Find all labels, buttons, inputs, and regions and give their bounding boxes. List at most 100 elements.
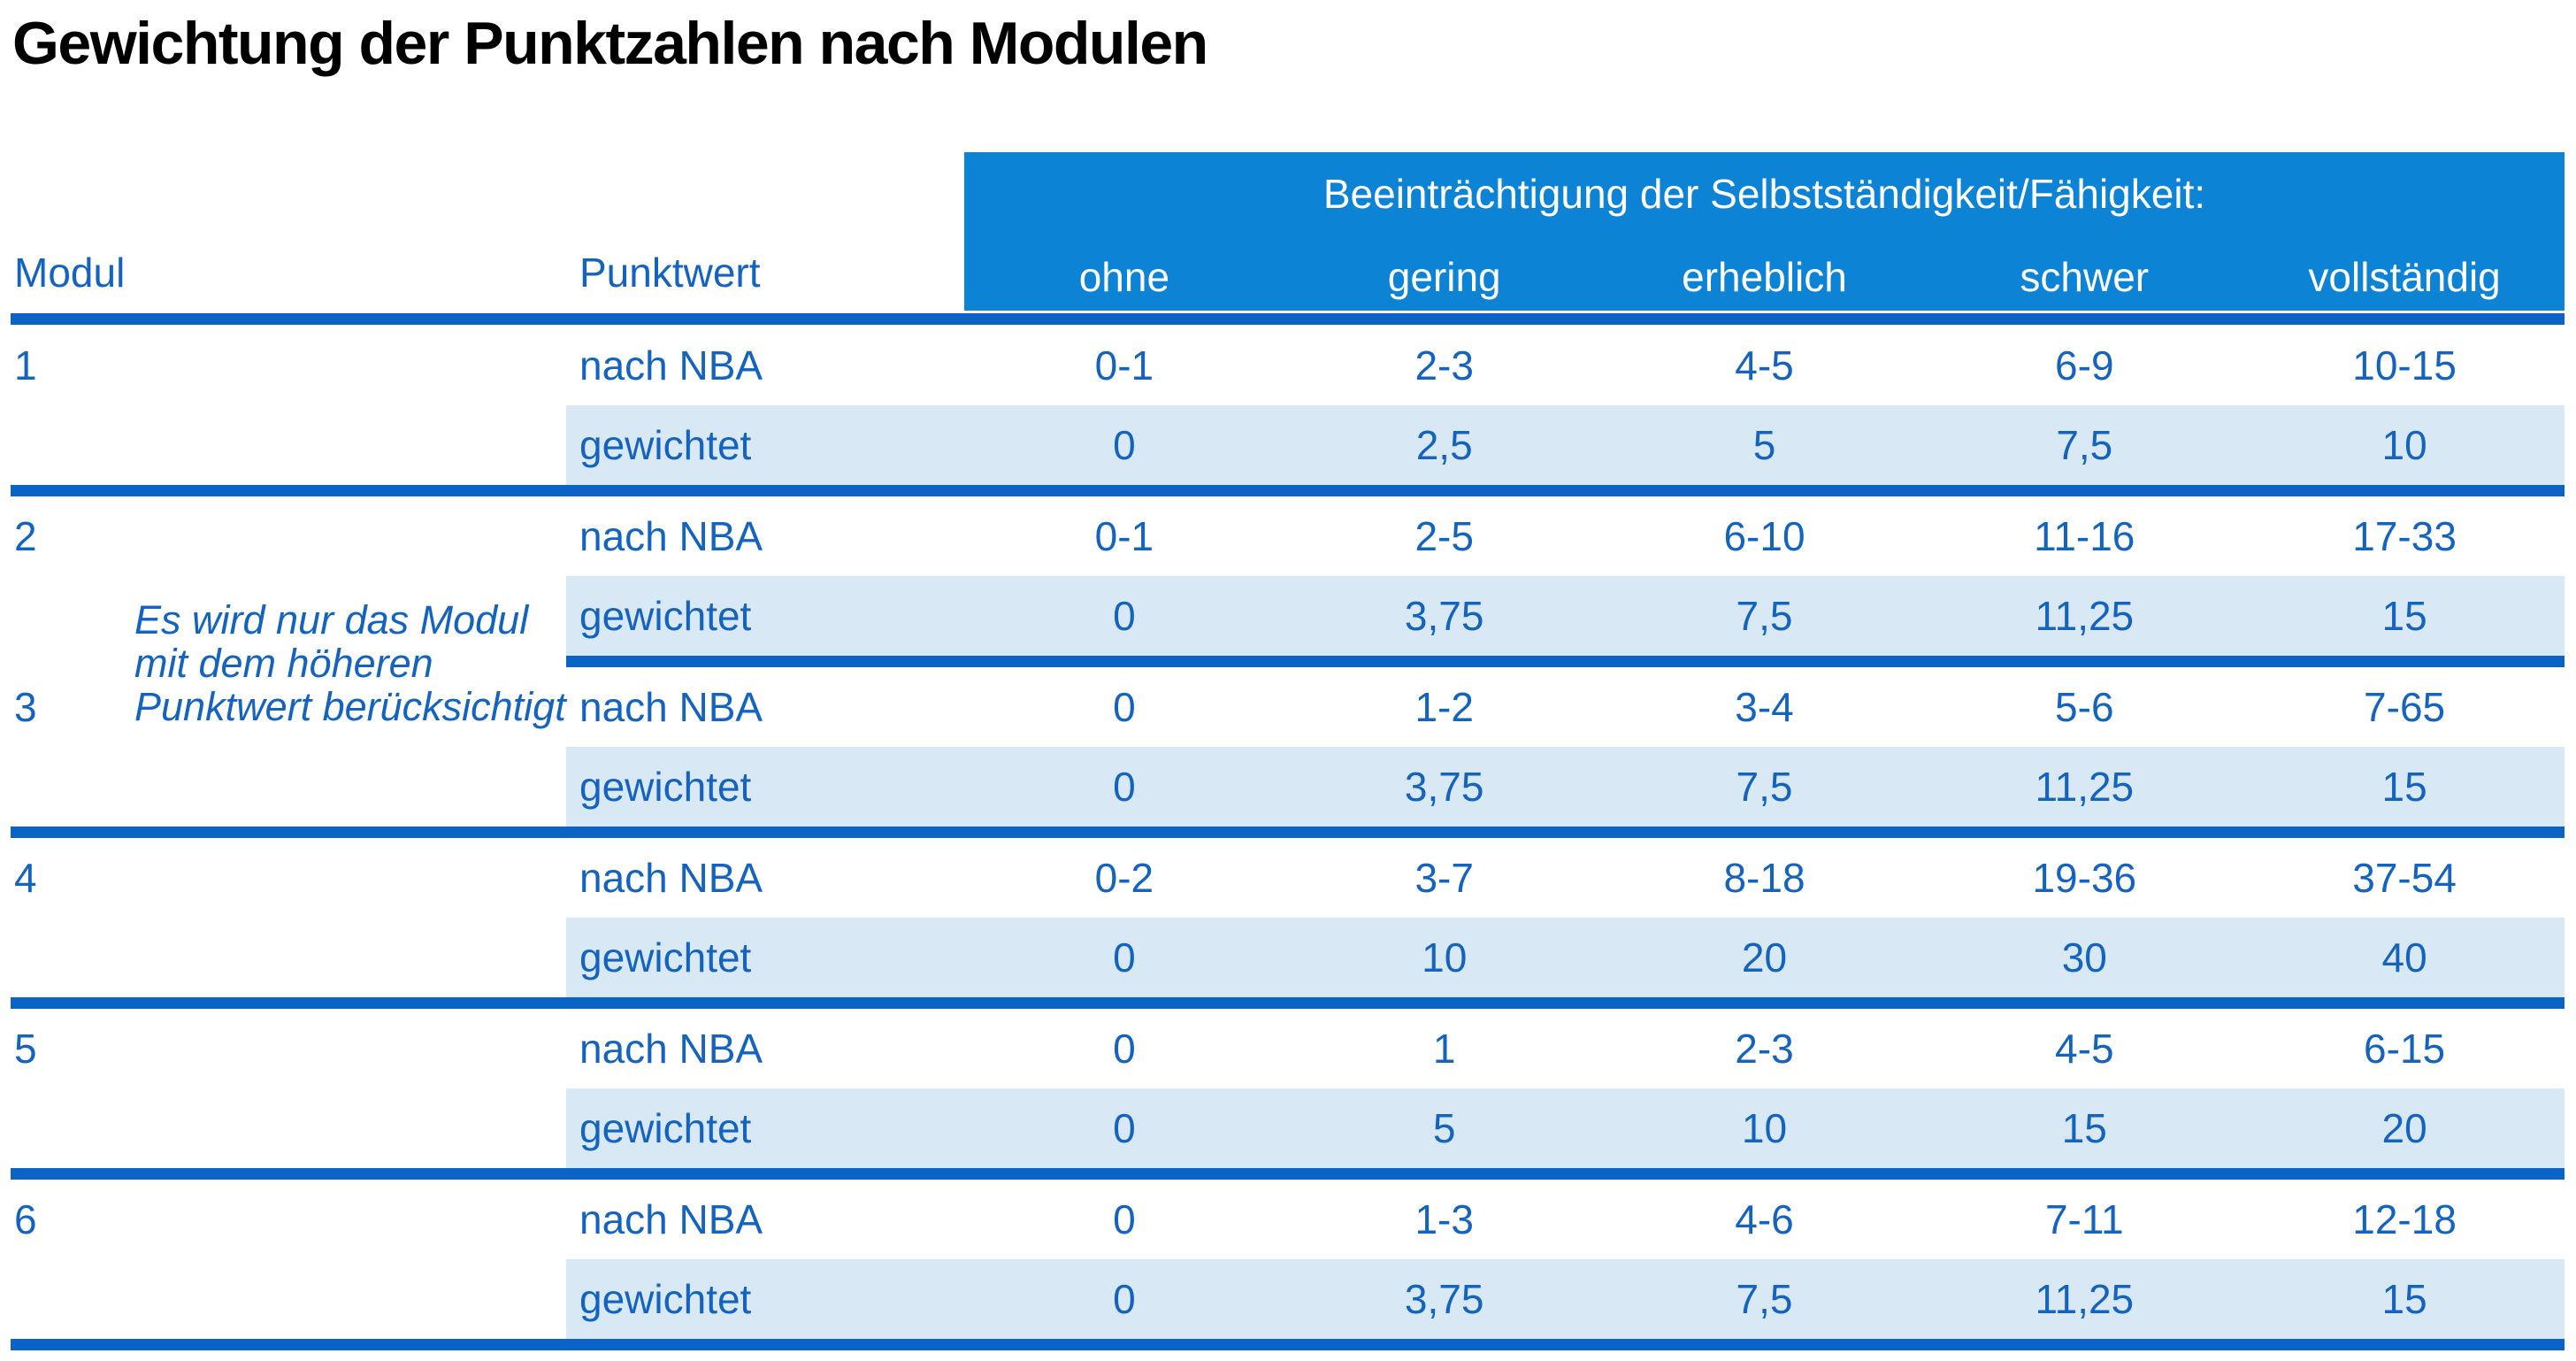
module-number: 5 bbox=[14, 1026, 37, 1072]
row-highlight bbox=[566, 1088, 2564, 1168]
value-cell: 5 bbox=[1432, 1105, 1456, 1151]
module-divider bbox=[11, 485, 2564, 496]
value-cell: 0 bbox=[1113, 1105, 1136, 1151]
table-bottom-border bbox=[11, 1339, 2564, 1350]
value-cell: 20 bbox=[1741, 934, 1788, 980]
value-cell: 20 bbox=[2381, 1105, 2427, 1151]
value-cell: 10 bbox=[2381, 422, 2427, 468]
severity-header-row: ohne gering erheblich schwer vollständig bbox=[964, 253, 2564, 301]
value-cell: 0 bbox=[1113, 934, 1136, 980]
severity-header-ohne: ohne bbox=[1078, 254, 1170, 300]
value-cell: 7-65 bbox=[2364, 684, 2446, 730]
value-cell: 10 bbox=[1741, 1105, 1788, 1151]
table-row-m1-nba: 1 nach NBA 0-1 2-3 4-5 6-9 10-15 bbox=[0, 326, 2576, 405]
value-cell: 6-9 bbox=[2055, 342, 2114, 388]
value-cell: 11,25 bbox=[2035, 764, 2135, 810]
row-label: gewichtet bbox=[579, 1276, 752, 1322]
value-cell: 5-6 bbox=[2055, 684, 2114, 730]
table-header-band: Beeinträchtigung der Selbstständigkeit/F… bbox=[964, 152, 2564, 311]
value-cell: 5 bbox=[1752, 422, 1776, 468]
module-divider-partial bbox=[566, 656, 2564, 667]
row-highlight bbox=[566, 576, 2564, 656]
row-label: gewichtet bbox=[579, 764, 752, 810]
note-line: mit dem höheren bbox=[134, 641, 433, 686]
row-label: nach NBA bbox=[579, 513, 763, 559]
value-cell: 6-15 bbox=[2364, 1026, 2446, 1072]
value-cell: 0 bbox=[1113, 422, 1136, 468]
value-cell: 4-6 bbox=[1735, 1196, 1794, 1242]
row-highlight bbox=[566, 747, 2564, 827]
row-highlight bbox=[566, 405, 2564, 485]
value-cell: 2-3 bbox=[1735, 1026, 1794, 1072]
row-label: nach NBA bbox=[579, 684, 763, 730]
value-cell: 7,5 bbox=[2056, 422, 2113, 468]
table-row-m5-weighted: gewichtet 0 5 10 15 20 bbox=[0, 1088, 2576, 1168]
module-number: 4 bbox=[14, 855, 37, 901]
value-cell: 0 bbox=[1113, 1196, 1136, 1242]
severity-header-vollstaendig: vollständig bbox=[2308, 254, 2501, 300]
table-row-m2-nba: 2 nach NBA 0-1 2-5 6-10 11-16 17-33 bbox=[0, 496, 2576, 576]
value-cell: 15 bbox=[2381, 593, 2427, 639]
table-row-m2-weighted: gewichtet 0 3,75 7,5 11,25 15 bbox=[0, 576, 2576, 656]
module-number: 6 bbox=[14, 1196, 37, 1242]
table-row-m4-weighted: gewichtet 0 10 20 30 40 bbox=[0, 918, 2576, 997]
value-cell: 7-11 bbox=[2044, 1196, 2124, 1242]
table-row-m6-nba: 6 nach NBA 0 1-3 4-6 7-11 12-18 bbox=[0, 1180, 2576, 1259]
value-cell: 12-18 bbox=[2352, 1196, 2457, 1242]
value-cell: 4-5 bbox=[2055, 1026, 2114, 1072]
value-cell: 3,75 bbox=[1404, 1276, 1484, 1322]
value-cell: 3-7 bbox=[1414, 855, 1474, 901]
value-cell: 2-5 bbox=[1414, 513, 1474, 559]
value-cell: 7,5 bbox=[1736, 593, 1793, 639]
row-label: gewichtet bbox=[579, 934, 752, 980]
value-cell: 11-16 bbox=[2034, 513, 2135, 559]
note-line: Punktwert berücksichtigt bbox=[134, 684, 566, 729]
value-cell: 0 bbox=[1113, 593, 1136, 639]
value-cell: 3-4 bbox=[1735, 684, 1794, 730]
value-cell: 1-2 bbox=[1414, 684, 1474, 730]
table-row-m3-nba: 3 nach NBA 0 1-2 3-4 5-6 7-65 bbox=[0, 667, 2576, 747]
value-cell: 37-54 bbox=[2352, 855, 2457, 901]
value-cell: 19-36 bbox=[2032, 855, 2137, 901]
value-cell: 15 bbox=[2381, 764, 2427, 810]
value-cell: 0-1 bbox=[1094, 342, 1154, 388]
severity-header-erheblich: erheblich bbox=[1682, 254, 1847, 300]
value-cell: 0 bbox=[1113, 764, 1136, 810]
value-cell: 40 bbox=[2381, 934, 2427, 980]
row-label: nach NBA bbox=[579, 1026, 763, 1072]
row-label: nach NBA bbox=[579, 855, 763, 901]
value-cell: 0 bbox=[1113, 1276, 1136, 1322]
row-label: gewichtet bbox=[579, 593, 752, 639]
value-cell: 11,25 bbox=[2035, 593, 2135, 639]
page-title: Gewichtung der Punktzahlen nach Modulen bbox=[12, 10, 1208, 77]
row-label: gewichtet bbox=[579, 422, 752, 468]
value-cell: 0 bbox=[1113, 684, 1136, 730]
value-cell: 6-10 bbox=[1723, 513, 1806, 559]
header-divider bbox=[11, 313, 2564, 325]
value-cell: 11,25 bbox=[2035, 1276, 2135, 1322]
table-row-m3-weighted: gewichtet 0 3,75 7,5 11,25 15 bbox=[0, 747, 2576, 827]
value-cell: 15 bbox=[2381, 1276, 2427, 1322]
value-cell: 17-33 bbox=[2352, 513, 2457, 559]
value-cell: 0-2 bbox=[1094, 855, 1154, 901]
value-cell: 2,5 bbox=[1415, 422, 1473, 468]
value-cell: 1 bbox=[1432, 1026, 1456, 1072]
row-label: gewichtet bbox=[579, 1105, 752, 1151]
value-cell: 10 bbox=[1422, 934, 1468, 980]
value-cell: 7,5 bbox=[1736, 764, 1793, 810]
column-header-punktwert: Punktwert bbox=[579, 250, 761, 296]
row-highlight bbox=[566, 918, 2564, 997]
severity-header-gering: gering bbox=[1387, 254, 1501, 300]
row-label: nach NBA bbox=[579, 1196, 763, 1242]
value-cell: 4-5 bbox=[1735, 342, 1794, 388]
value-cell: 1-3 bbox=[1414, 1196, 1474, 1242]
value-cell: 2-3 bbox=[1414, 342, 1474, 388]
note-line: Es wird nur das Modul bbox=[134, 597, 529, 642]
severity-header-schwer: schwer bbox=[2020, 254, 2150, 300]
module-number: 2 bbox=[14, 513, 37, 559]
module-number: 1 bbox=[14, 342, 37, 388]
column-header-modul: Modul bbox=[14, 250, 126, 296]
table-row-m5-nba: 5 nach NBA 0 1 2-3 4-5 6-15 bbox=[0, 1009, 2576, 1088]
row-label: nach NBA bbox=[579, 342, 763, 388]
